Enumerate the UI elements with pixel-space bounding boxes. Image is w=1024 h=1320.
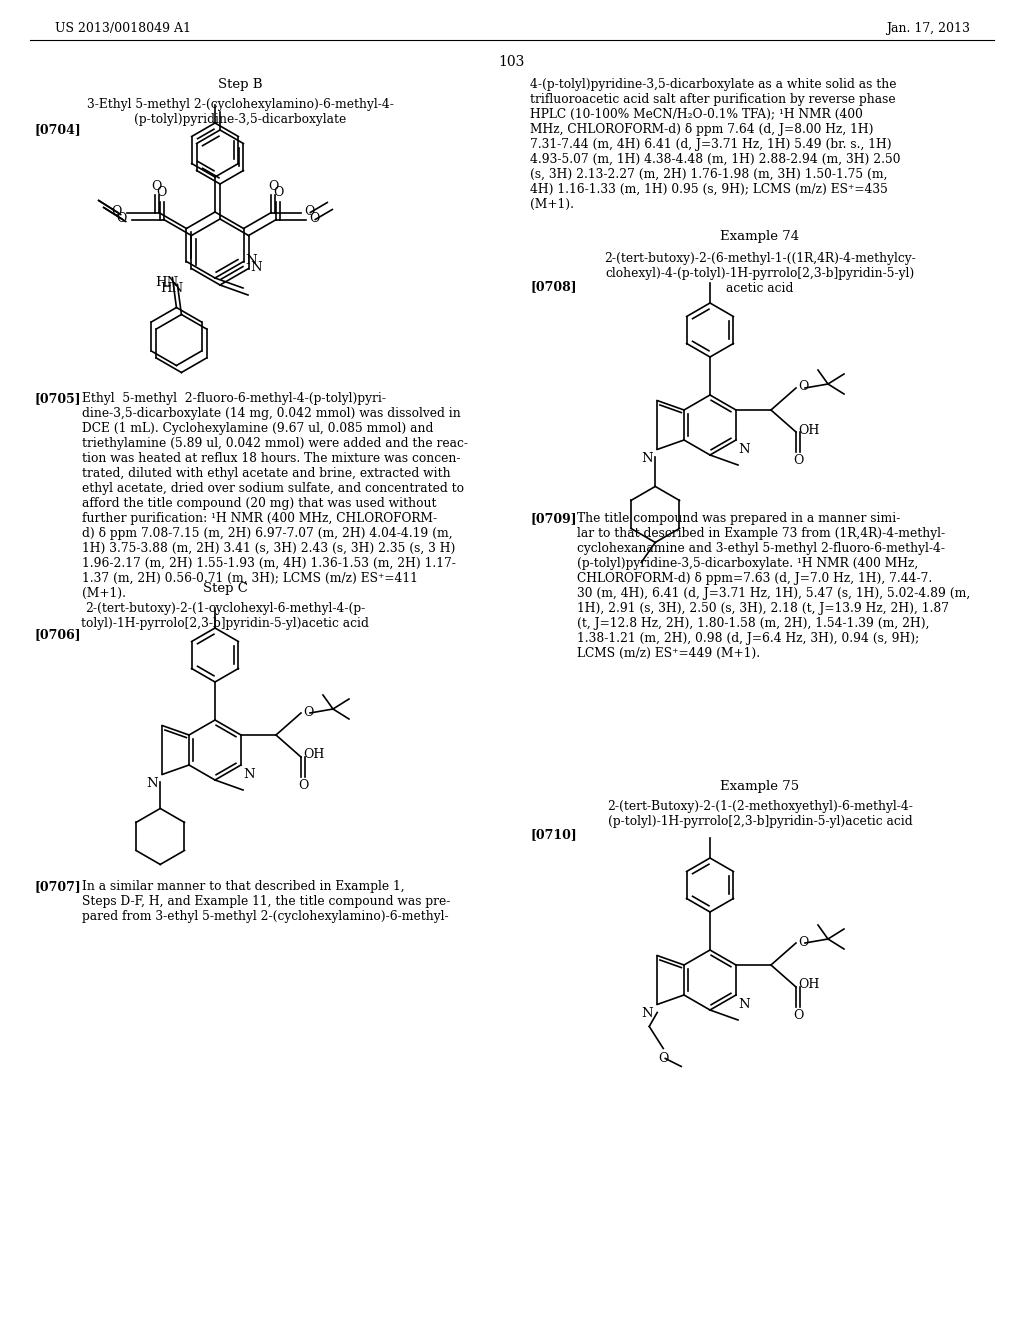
Text: 2-(tert-Butoxy)-2-(1-(2-methoxyethyl)-6-methyl-4-
(p-tolyl)-1H-pyrrolo[2,3-b]pyr: 2-(tert-Butoxy)-2-(1-(2-methoxyethyl)-6-… (607, 800, 913, 828)
Text: 4-(p-tolyl)pyridine-3,5-dicarboxylate as a white solid as the
trifluoroacetic ac: 4-(p-tolyl)pyridine-3,5-dicarboxylate as… (530, 78, 900, 211)
Text: HN: HN (160, 282, 183, 296)
Text: O: O (309, 213, 319, 224)
Text: [0706]: [0706] (35, 628, 82, 642)
Text: O: O (303, 705, 313, 718)
Text: 2-(tert-butoxy)-2-(6-methyl-1-((1R,4R)-4-methylcy-
clohexyl)-4-(p-tolyl)-1H-pyrr: 2-(tert-butoxy)-2-(6-methyl-1-((1R,4R)-4… (604, 252, 915, 294)
Text: OH: OH (798, 424, 819, 437)
Text: N: N (243, 768, 255, 781)
Text: 103: 103 (499, 55, 525, 69)
Text: [0704]: [0704] (35, 123, 82, 136)
Text: N: N (251, 261, 262, 275)
Text: O: O (112, 205, 122, 218)
Text: In a similar manner to that described in Example 1,
Steps D-F, H, and Example 11: In a similar manner to that described in… (82, 880, 451, 923)
Text: 3-Ethyl 5-methyl 2-(cyclohexylamino)-6-methyl-4-
(p-tolyl)pyridine-3,5-dicarboxy: 3-Ethyl 5-methyl 2-(cyclohexylamino)-6-m… (87, 98, 393, 125)
Text: Jan. 17, 2013: Jan. 17, 2013 (886, 22, 970, 36)
Text: N: N (642, 1007, 653, 1020)
Text: US 2013/0018049 A1: US 2013/0018049 A1 (55, 22, 191, 36)
Text: O: O (298, 779, 308, 792)
Text: OH: OH (798, 978, 819, 991)
Text: O: O (152, 180, 162, 193)
Text: [0710]: [0710] (530, 828, 577, 841)
Text: O: O (793, 1008, 803, 1022)
Text: O: O (273, 186, 284, 199)
Text: N: N (146, 777, 159, 791)
Text: O: O (793, 454, 803, 467)
Text: O: O (268, 180, 279, 193)
Text: N: N (246, 253, 257, 267)
Text: O: O (798, 936, 808, 949)
Text: N: N (738, 998, 750, 1011)
Text: N: N (642, 453, 653, 466)
Text: [0709]: [0709] (530, 512, 577, 525)
Text: O: O (304, 205, 314, 218)
Text: OH: OH (303, 748, 325, 762)
Text: [0707]: [0707] (35, 880, 82, 894)
Text: O: O (117, 213, 127, 224)
Text: O: O (658, 1052, 669, 1065)
Text: [0708]: [0708] (530, 280, 577, 293)
Text: Example 75: Example 75 (721, 780, 800, 793)
Text: Example 74: Example 74 (721, 230, 800, 243)
Text: [0705]: [0705] (35, 392, 82, 405)
Text: The title compound was prepared in a manner simi-
lar to that described in Examp: The title compound was prepared in a man… (577, 512, 971, 660)
Text: O: O (798, 380, 808, 393)
Text: 2-(tert-butoxy)-2-(1-cyclohexyl-6-methyl-4-(p-
tolyl)-1H-pyrrolo[2,3-b]pyridin-5: 2-(tert-butoxy)-2-(1-cyclohexyl-6-methyl… (81, 602, 369, 630)
Text: Step C: Step C (203, 582, 248, 595)
Text: HN: HN (156, 276, 178, 289)
Text: Ethyl  5-methyl  2-fluoro-6-methyl-4-(p-tolyl)pyri-
dine-3,5-dicarboxylate (14 m: Ethyl 5-methyl 2-fluoro-6-methyl-4-(p-to… (82, 392, 468, 601)
Text: Step B: Step B (218, 78, 262, 91)
Text: O: O (157, 186, 167, 199)
Text: N: N (738, 444, 750, 455)
